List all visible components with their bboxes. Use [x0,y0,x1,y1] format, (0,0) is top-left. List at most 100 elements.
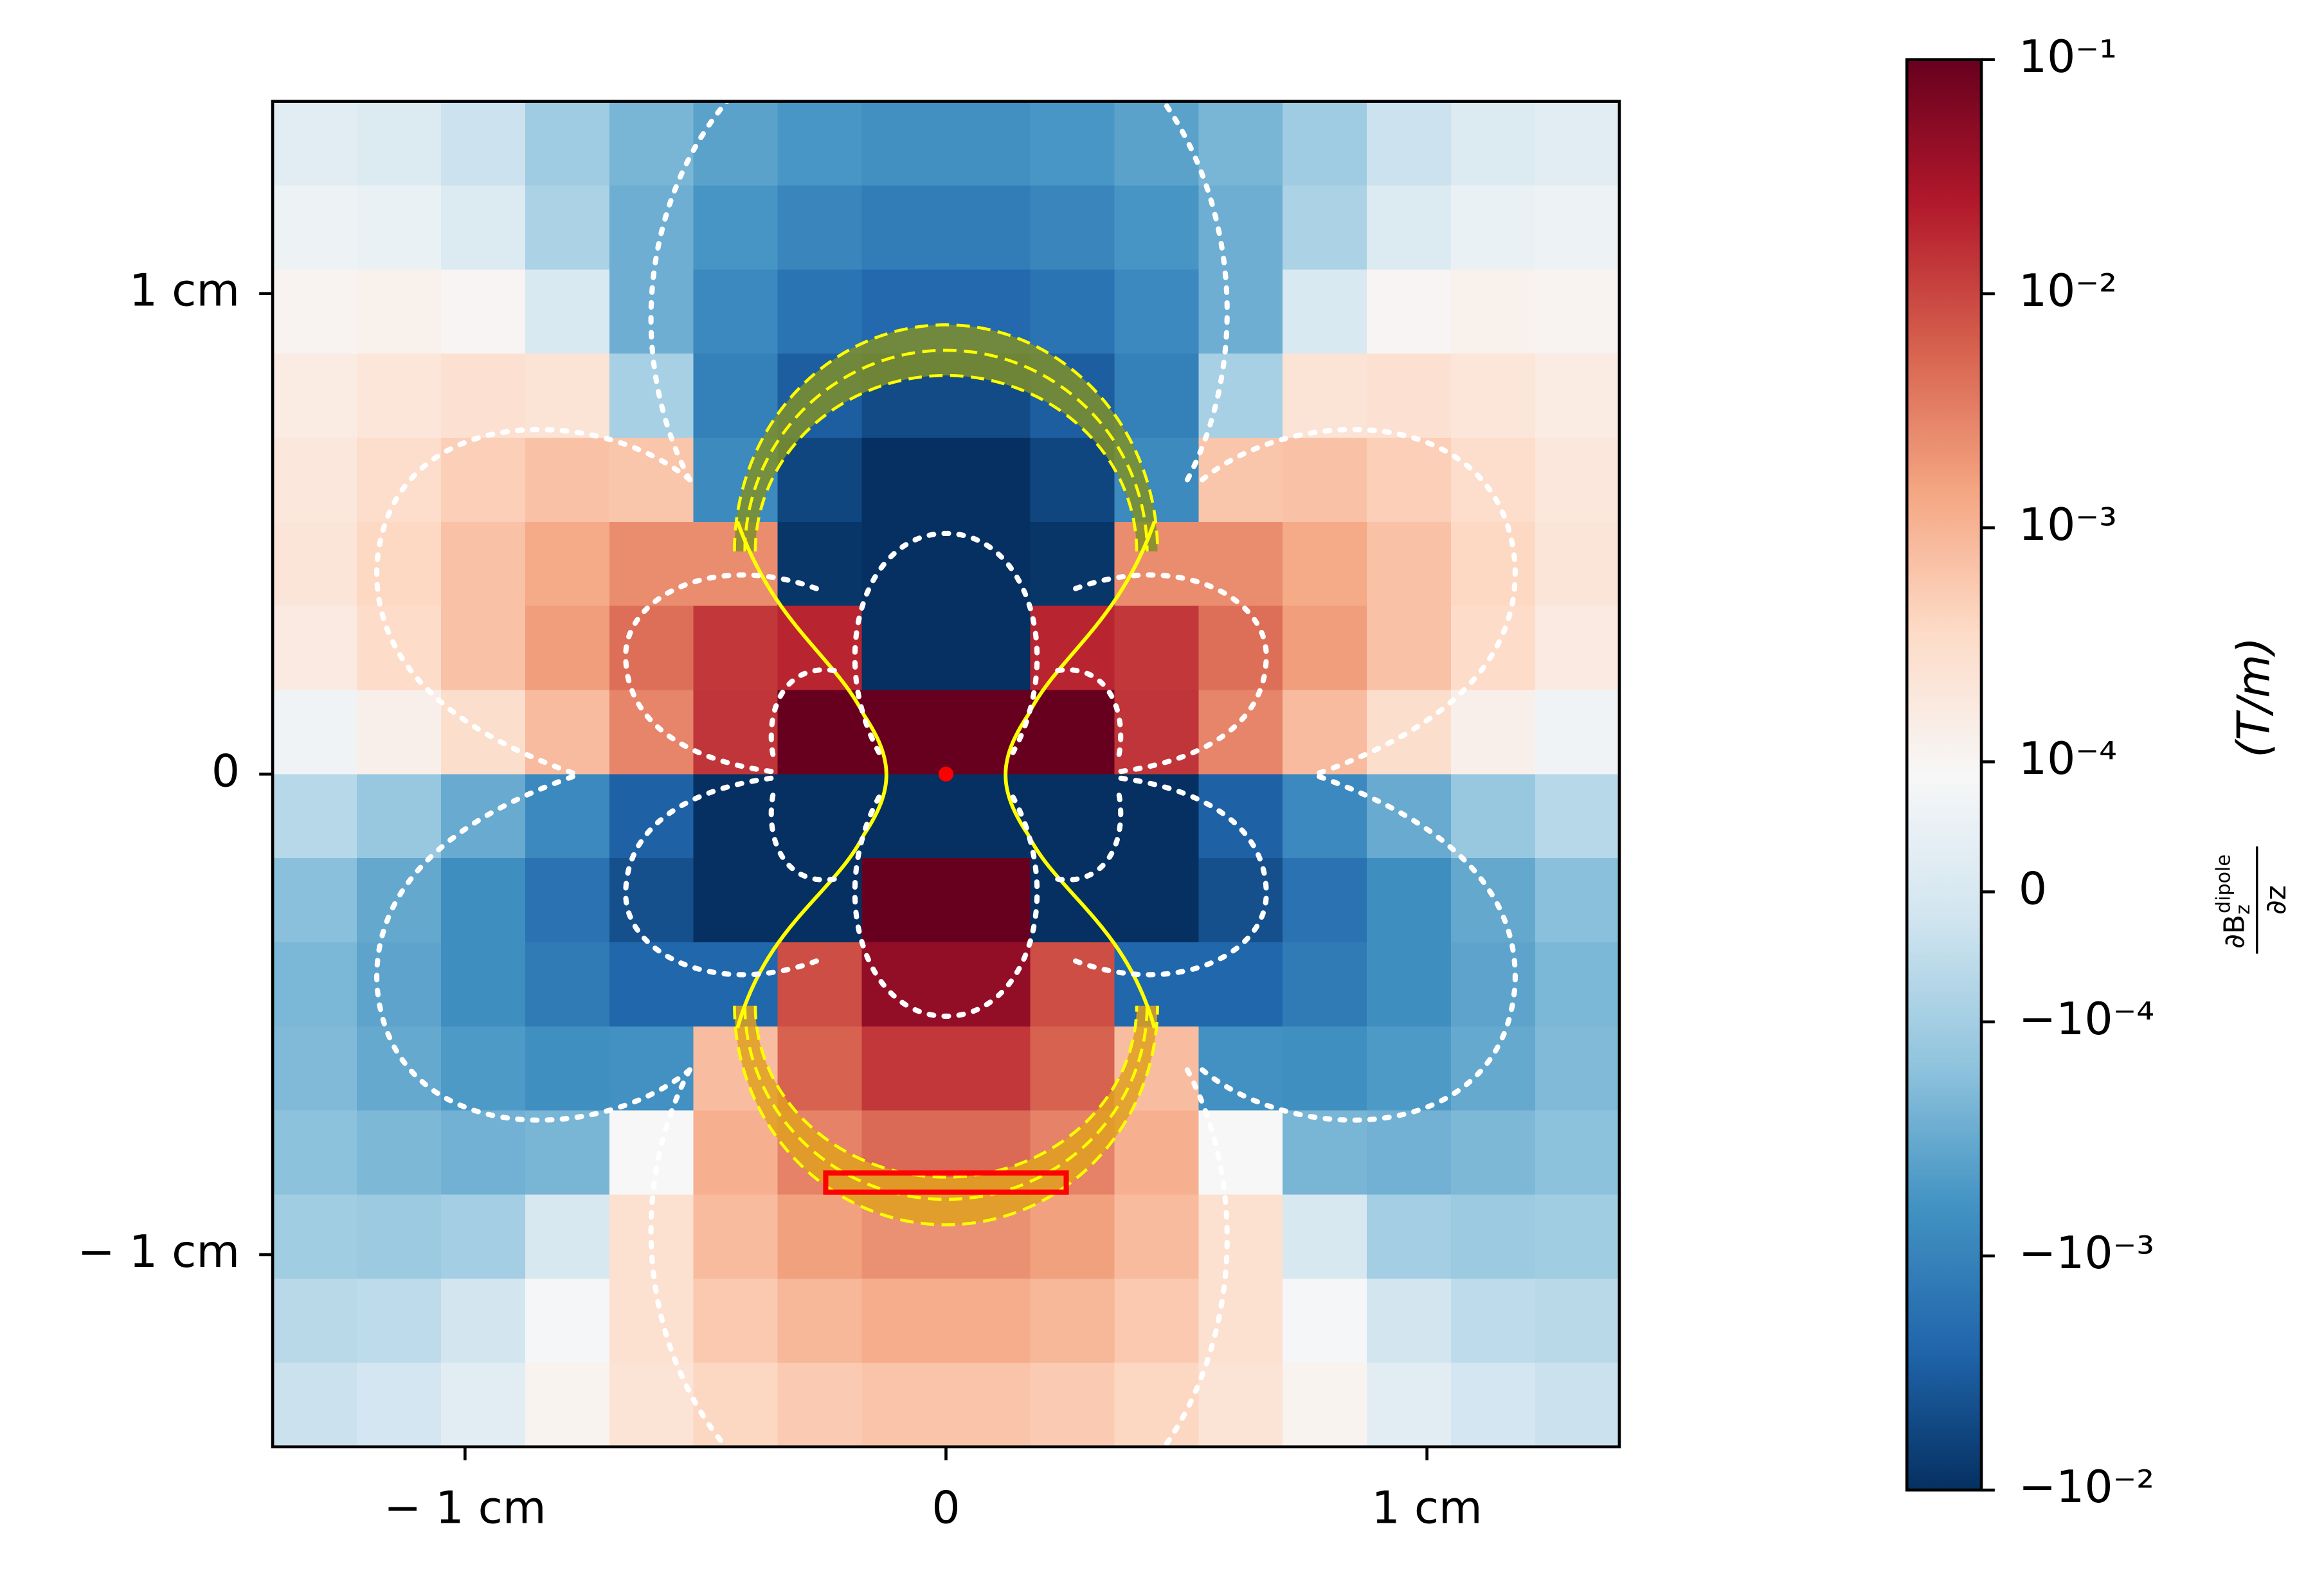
heatmap-cell [356,858,442,944]
heatmap-cell [1030,942,1115,1028]
heatmap-cell [440,437,527,523]
contour [852,794,1040,1019]
heatmap-cell [1367,101,1452,186]
heatmap-cell [1535,605,1619,691]
heatmap-cell [1451,185,1536,271]
heatmap-cell [356,942,442,1028]
heatmap-cell [273,774,358,859]
heatmap-cell [356,690,442,775]
heatmap-cell [273,101,358,186]
heatmap-cell [1367,521,1452,607]
heatmap-cell [777,1026,863,1111]
heatmap-cell [1030,101,1115,186]
heatmap-cell [1535,354,1619,439]
heatmap-cell [1030,774,1115,859]
heatmap-cell [946,1026,1031,1111]
heatmap-cell [273,1278,358,1364]
heatmap-cell [1198,690,1284,775]
heatmap-cell [1114,269,1200,355]
heatmap-cell [1114,101,1200,186]
heatmap-cell [440,1278,527,1364]
heatmap-cell [1367,1194,1452,1280]
heatmap-cell [1283,1278,1368,1364]
heatmap-cell [440,1110,527,1196]
heatmap-cell [356,521,442,607]
heatmap-cell [440,1363,527,1447]
heatmap-cell [1030,1278,1115,1364]
heatmap-cell [1451,1363,1536,1447]
heatmap-cell [273,1194,358,1280]
heatmap-cell [693,690,779,775]
heatmap-cell [525,269,611,355]
heatmap-cell [1451,942,1536,1028]
heatmap-cell [1283,1194,1368,1280]
heatmap-cell [1535,521,1619,607]
heatmap-cell [609,774,695,859]
heatmap-cell [1114,1110,1200,1196]
label-part: ∂B [2218,915,2251,949]
heatmap-cell [1535,1110,1619,1196]
heatmap-cell [693,101,779,186]
contour [733,323,1159,551]
contour [623,775,819,978]
heatmap-cell [1114,1194,1200,1280]
colorbar-label: ∂Bzdipole ∂z (T/m) [2212,637,2292,954]
heatmap-cell [777,101,863,186]
heatmap-cell [946,437,1031,523]
heatmap-cell [1283,354,1368,439]
heatmap-cell [1198,269,1284,355]
heatmap-cell [356,1363,442,1447]
heatmap-cell [1030,1363,1115,1447]
heatmap-cell [525,521,611,607]
heatmap-cell [1535,1194,1619,1280]
colorbar [1905,58,1983,1492]
heatmap-cell [525,1110,611,1196]
contours [374,101,1518,1447]
heatmap-cell [1114,858,1200,944]
heatmap-cell [861,1026,947,1111]
heatmap-cell [609,437,695,523]
heatmap-cell [1451,1110,1536,1196]
heatmap-cell [693,1194,779,1280]
heatmap-cell [1030,521,1115,607]
contour [743,1005,1149,1201]
contour [1200,772,1518,1123]
heatmap-cell [946,858,1031,944]
heatmap-cell [693,605,779,691]
heatmap-cell [525,437,611,523]
heatmap-cell [1367,1110,1452,1196]
label-unit: (T/m) [2228,637,2280,758]
heatmap-cell [1198,858,1284,944]
heatmap-cell [273,605,358,691]
x-tick-label: 1 cm [1372,1482,1482,1534]
heatmap-cell [440,354,527,439]
label-numerator: ∂Bzdipole [2212,854,2254,949]
contour [648,101,731,483]
heatmap-cell [1535,858,1619,944]
heatmap-cell [440,690,527,775]
heatmap-cell [609,521,695,607]
heatmap-cell [1451,774,1536,859]
heatmap-cell [609,858,695,944]
heatmap-cell [1198,605,1284,691]
heatmap-cell [356,1110,442,1196]
heatmap-cell [1198,942,1284,1028]
markers [823,766,1069,1195]
heatmap-cell [693,269,779,355]
colorbar-tick-label: 10⁻³ [2019,499,2117,551]
heatmap-cell [525,774,611,859]
heatmap-cell [1535,1363,1619,1447]
heatmap-cell [609,1194,695,1280]
heatmap-cell [1535,942,1619,1028]
heatmap-cell [525,858,611,944]
contour [1073,775,1269,978]
heatmap-cell [273,1026,358,1111]
heatmap-cell [525,1026,611,1111]
contour [1161,1067,1230,1447]
contour [753,373,1139,551]
heatmap-cell [356,605,442,691]
heatmap-cell [356,774,442,859]
heatmap-cell [777,1278,863,1364]
heatmap-cell [1535,185,1619,271]
